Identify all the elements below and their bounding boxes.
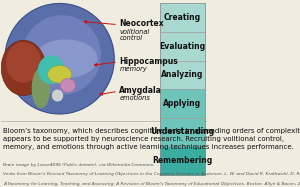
- Ellipse shape: [34, 39, 98, 78]
- Text: Amygdala: Amygdala: [119, 86, 162, 95]
- Text: emotions: emotions: [119, 95, 150, 101]
- FancyBboxPatch shape: [160, 61, 205, 89]
- FancyBboxPatch shape: [160, 3, 205, 32]
- Text: Hippocampus: Hippocampus: [119, 57, 178, 66]
- Ellipse shape: [6, 42, 41, 83]
- Ellipse shape: [1, 40, 46, 96]
- FancyBboxPatch shape: [160, 32, 205, 61]
- Text: Neocortex: Neocortex: [119, 19, 164, 28]
- Ellipse shape: [5, 3, 114, 114]
- Ellipse shape: [22, 15, 101, 95]
- Ellipse shape: [60, 79, 76, 92]
- Text: volitional: volitional: [119, 29, 150, 35]
- Text: Remembering: Remembering: [152, 156, 213, 165]
- Text: Applying: Applying: [164, 99, 202, 108]
- Text: control: control: [119, 35, 142, 41]
- Text: A Taxonomy for Learning, Teaching, and Assessing: A Revision of Bloom’s Taxonomy: A Taxonomy for Learning, Teaching, and A…: [3, 182, 300, 186]
- Text: Verbs from Bloom’s Revised Taxonomy of Learning Objectives in the Cognitive Doma: Verbs from Bloom’s Revised Taxonomy of L…: [3, 172, 300, 176]
- Ellipse shape: [32, 68, 50, 108]
- Text: Understanding: Understanding: [150, 127, 214, 137]
- Ellipse shape: [52, 90, 63, 102]
- Ellipse shape: [38, 56, 65, 84]
- FancyBboxPatch shape: [160, 146, 205, 175]
- Ellipse shape: [48, 66, 71, 83]
- Text: Bloom’s taxonomy, which describes cognitive tasks in ascending orders of complex: Bloom’s taxonomy, which describes cognit…: [3, 128, 300, 150]
- Text: Evaluating: Evaluating: [159, 42, 206, 51]
- FancyBboxPatch shape: [160, 89, 205, 118]
- Text: Brain image by Lasse4096 (Public domain), via Wikimedia Commons.: Brain image by Lasse4096 (Public domain)…: [3, 163, 154, 167]
- Text: Analyzing: Analyzing: [161, 70, 204, 79]
- FancyBboxPatch shape: [160, 118, 205, 146]
- Text: memory: memory: [119, 66, 147, 72]
- Text: Creating: Creating: [164, 13, 201, 22]
